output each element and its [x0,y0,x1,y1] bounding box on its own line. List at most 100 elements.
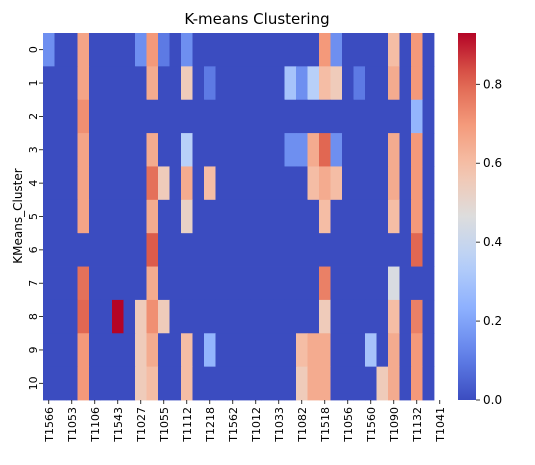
heatmap-cell [353,199,366,234]
heatmap-cell [273,99,285,134]
heatmap-cell [146,233,159,267]
heatmap-cell [227,166,239,201]
heatmap-cell [319,166,331,201]
heatmap-cell [296,99,308,134]
heatmap-cell [353,233,366,267]
colorbar-gradient [458,33,476,400]
heatmap-cell [192,199,205,234]
heatmap-cell [411,99,423,134]
heatmap-cell [169,199,182,234]
heatmap-cell [261,333,274,368]
heatmap-cell [238,133,251,167]
heatmap-cell [100,266,113,301]
heatmap-cell [307,333,320,368]
heatmap-cell [422,366,435,401]
heatmap-cell [66,366,78,401]
heatmap-cell [135,99,147,134]
column-tick-label: T1518 [319,407,332,443]
heatmap-cell [77,299,90,334]
heatmap-cell [250,233,262,267]
heatmap-cell [215,199,228,234]
heatmap-cell [422,133,435,167]
heatmap-cell [411,199,423,234]
heatmap-cell [192,299,205,334]
heatmap-cell [422,99,435,134]
heatmap-cell [192,33,205,67]
heatmap-cell [215,333,228,368]
heatmap-cell [158,99,170,134]
heatmap-cell [54,199,67,234]
heatmap-cell [204,99,216,134]
heatmap-cell [411,299,423,334]
heatmap-cell [284,366,297,401]
heatmap-cell [215,133,228,167]
heatmap-cell [112,366,124,401]
heatmap-cell [77,233,90,267]
column-tick-label: T1566 [43,407,56,443]
heatmap-cell [388,66,400,101]
heatmap-cell [123,199,136,234]
heatmap-cell [204,199,216,234]
heatmap-cell [135,166,147,201]
heatmap-cell [399,266,412,301]
heatmap-cell [399,366,412,401]
heatmap-cell [169,366,182,401]
heatmap-cell [365,199,377,234]
heatmap-cell [204,366,216,401]
heatmap-cell [100,199,113,234]
heatmap-cell [365,133,377,167]
heatmap-cell [296,266,308,301]
heatmap-cell [411,366,423,401]
heatmap-cell [112,199,124,234]
heatmap-cell [365,233,377,267]
heatmap-cell [112,133,124,167]
heatmap-cell [342,99,354,134]
heatmap-cell [411,233,423,267]
colorbar-tick-label: 0.4 [483,235,502,249]
heatmap-cell [66,133,78,167]
row-tick-label: 9 [27,346,40,353]
heatmap-cell [215,233,228,267]
heatmap-cell [284,333,297,368]
heatmap-cell [227,266,239,301]
column-tick-label: T1132 [411,407,424,443]
row-tick-label: 0 [27,46,40,53]
heatmap-cell [330,166,343,201]
heatmap-cell [112,233,124,267]
heatmap-cell [100,99,113,134]
column-tick-label: T1056 [342,407,355,443]
row-tick-label: 4 [27,180,40,187]
heatmap-cell [215,33,228,67]
heatmap-cell [399,33,412,67]
heatmap-cell [123,99,136,134]
column-tick-label: T1041 [434,407,447,443]
column-tick-label: T1543 [112,407,125,443]
heatmap-cell [43,199,55,234]
heatmap-cell [250,333,262,368]
heatmap-cell [319,266,331,301]
heatmap-cell [66,199,78,234]
heatmap-cell [43,266,55,301]
heatmap-cell [376,133,389,167]
heatmap-cell [399,333,412,368]
heatmap-cell [365,166,377,201]
heatmap-cell [365,99,377,134]
heatmap-cell [284,166,297,201]
heatmap-cell [77,366,90,401]
heatmap-cell [66,33,78,67]
heatmap-cell [250,66,262,101]
heatmap-cell [215,166,228,201]
heatmap-cell [89,33,101,67]
heatmap-cell [273,333,285,368]
heatmap-cell [146,299,159,334]
heatmap-cell [273,133,285,167]
heatmap-cell [273,33,285,67]
heatmap-cell [169,66,182,101]
heatmap-cell [227,199,239,234]
heatmap-cell [89,299,101,334]
heatmap-cell [238,33,251,67]
row-tick-label: 5 [27,213,40,220]
row-tick-label: 2 [27,113,40,120]
heatmap-cell [43,133,55,167]
heatmap-cell [123,33,136,67]
